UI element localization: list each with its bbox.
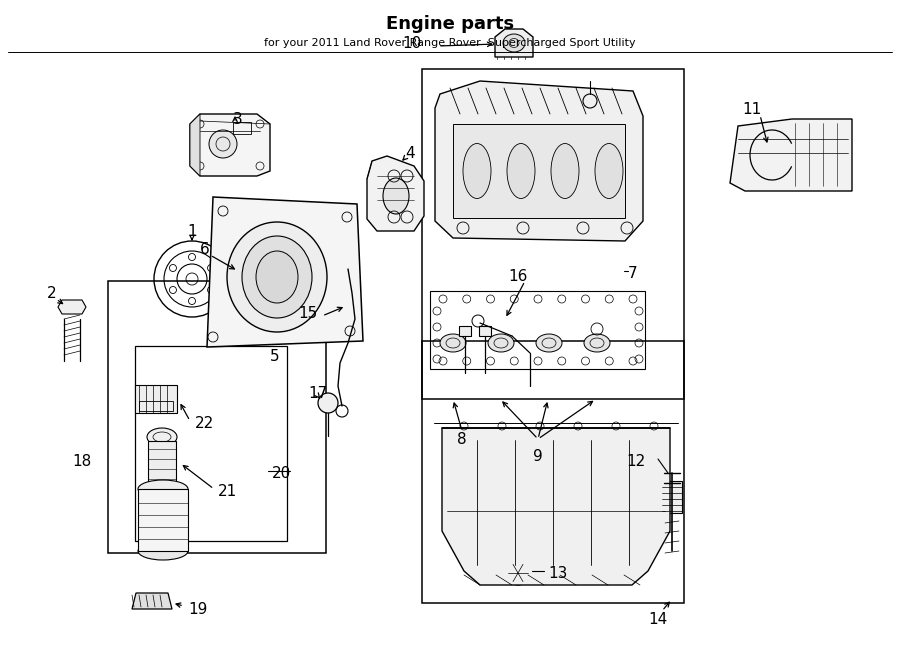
Bar (135, 385, 177, 413)
Text: 11: 11 (742, 102, 761, 116)
Text: 13: 13 (548, 566, 567, 580)
Ellipse shape (383, 178, 409, 214)
Bar (139, 401, 173, 411)
Polygon shape (207, 197, 363, 347)
Text: 8: 8 (457, 432, 467, 446)
Text: 2: 2 (47, 286, 57, 301)
Text: 1: 1 (187, 223, 197, 239)
Text: 12: 12 (626, 453, 645, 469)
Text: 9: 9 (533, 449, 543, 463)
Ellipse shape (584, 334, 610, 352)
Bar (422, 341, 684, 603)
Polygon shape (435, 81, 643, 241)
Ellipse shape (488, 334, 514, 352)
Ellipse shape (256, 251, 298, 303)
Text: 5: 5 (270, 348, 280, 364)
Ellipse shape (536, 334, 562, 352)
Circle shape (209, 130, 237, 158)
Ellipse shape (138, 542, 188, 560)
Polygon shape (442, 428, 670, 585)
Polygon shape (367, 161, 372, 179)
Ellipse shape (147, 428, 177, 446)
Ellipse shape (227, 222, 327, 332)
Text: 6: 6 (200, 241, 210, 256)
Text: 18: 18 (72, 453, 91, 469)
Text: 15: 15 (299, 305, 318, 321)
Polygon shape (459, 326, 471, 336)
Text: 10: 10 (402, 36, 421, 50)
Bar (148, 441, 176, 489)
Ellipse shape (595, 143, 623, 198)
Ellipse shape (551, 143, 579, 198)
Text: 19: 19 (188, 602, 207, 617)
Ellipse shape (242, 236, 312, 318)
Bar (138, 489, 188, 551)
Text: 14: 14 (648, 611, 668, 627)
Polygon shape (453, 124, 625, 218)
Polygon shape (367, 156, 424, 231)
Polygon shape (479, 326, 491, 336)
Polygon shape (730, 119, 852, 191)
Text: 22: 22 (195, 416, 214, 430)
Ellipse shape (507, 143, 535, 198)
Text: 20: 20 (272, 465, 292, 481)
Bar (422, 69, 684, 399)
Bar (108, 281, 326, 553)
Text: 3: 3 (233, 112, 243, 126)
Ellipse shape (138, 480, 188, 498)
Text: 17: 17 (308, 385, 328, 401)
Ellipse shape (440, 334, 466, 352)
Ellipse shape (463, 143, 491, 198)
Text: 4: 4 (405, 145, 415, 161)
Text: 7: 7 (628, 266, 637, 280)
Text: for your 2011 Land Rover Range Rover  Supercharged Sport Utility: for your 2011 Land Rover Range Rover Sup… (265, 38, 635, 48)
Polygon shape (495, 29, 533, 57)
Text: 16: 16 (508, 268, 527, 284)
Circle shape (318, 393, 338, 413)
Polygon shape (190, 114, 200, 176)
Polygon shape (58, 300, 86, 314)
Polygon shape (132, 593, 172, 609)
Bar (662, 481, 682, 513)
Circle shape (506, 561, 530, 585)
Text: Engine parts: Engine parts (386, 15, 514, 33)
Bar (233, 122, 251, 134)
Ellipse shape (148, 483, 176, 495)
Ellipse shape (503, 34, 525, 52)
Polygon shape (190, 114, 270, 176)
Bar (135, 346, 287, 541)
Text: 21: 21 (218, 483, 238, 498)
